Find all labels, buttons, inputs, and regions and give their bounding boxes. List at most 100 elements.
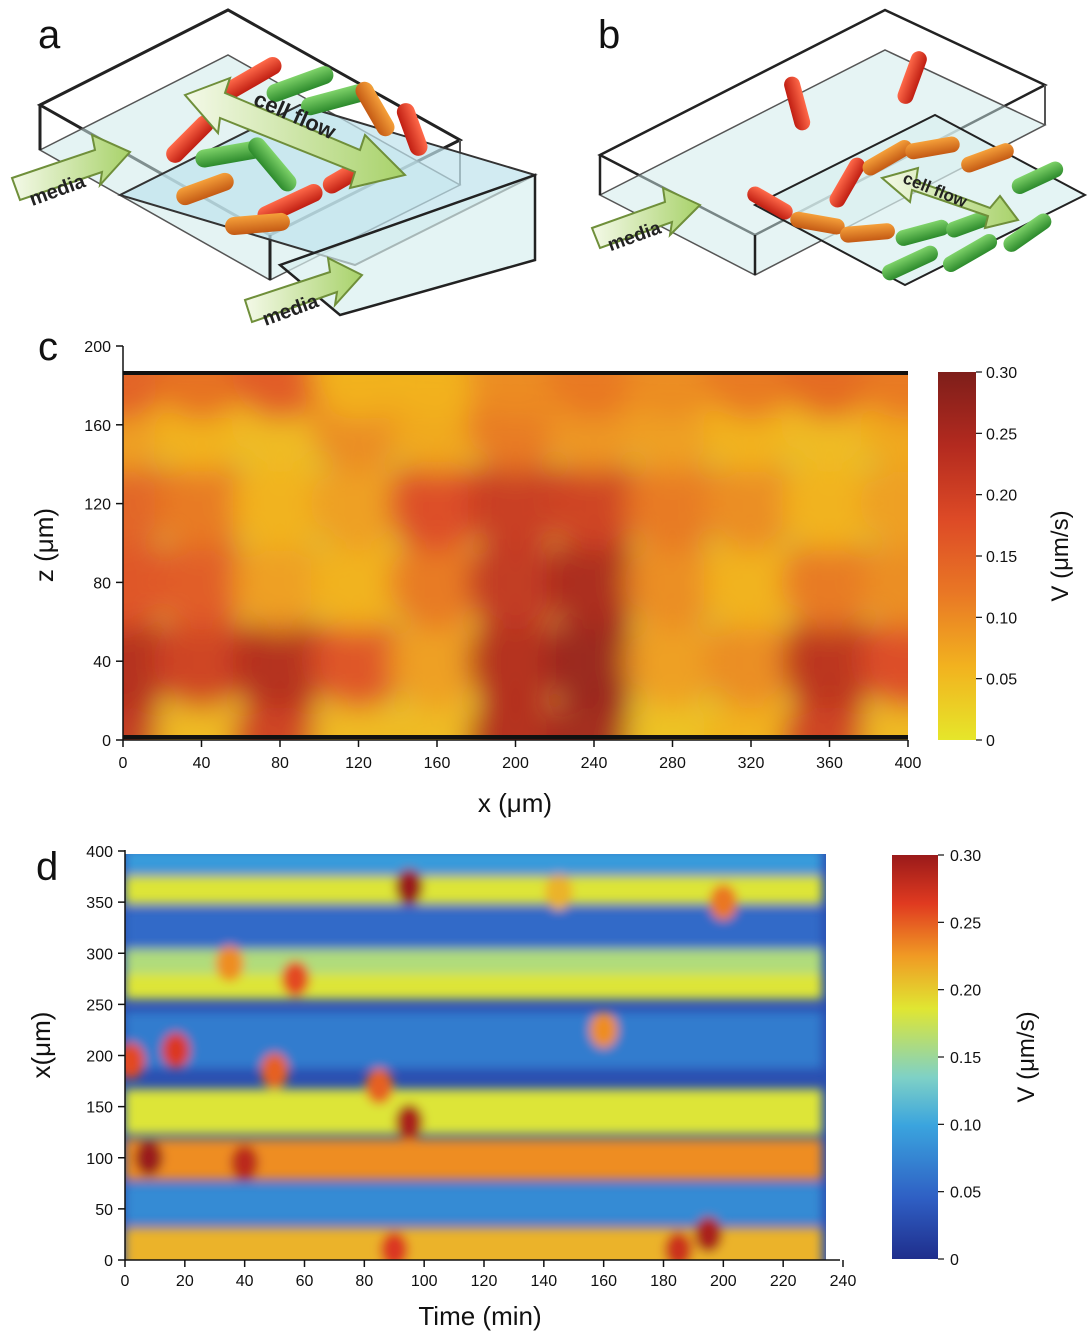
colorbar-tick-label: 0 xyxy=(986,733,995,750)
panel-d-x-label: Time (min) xyxy=(418,1301,541,1331)
heat-cell xyxy=(467,372,564,420)
y-tick-label: 50 xyxy=(95,1202,113,1219)
heat-band xyxy=(125,1183,823,1225)
heat-cell xyxy=(624,534,721,631)
heat-cell xyxy=(467,534,564,631)
y-tick-label: 40 xyxy=(93,654,111,671)
colorbar-tick-label: 0 xyxy=(950,1252,959,1269)
heat-hotspot xyxy=(664,1231,693,1260)
x-tick-label: 400 xyxy=(895,755,922,772)
heat-cell xyxy=(781,455,878,552)
panel-c-heatmap xyxy=(123,372,908,740)
panel-d-colorbar xyxy=(892,855,938,1259)
colorbar-tick-label: 0.05 xyxy=(986,672,1017,689)
x-tick-label: 280 xyxy=(659,755,686,772)
heat-cell xyxy=(546,372,642,420)
heat-cell xyxy=(703,455,799,552)
heat-cell xyxy=(310,372,407,420)
heat-cell xyxy=(624,613,721,710)
colorbar-tick-label: 0.20 xyxy=(986,488,1017,505)
heat-hotspot xyxy=(395,1103,424,1140)
y-tick-label: 160 xyxy=(84,418,111,435)
y-tick-label: 100 xyxy=(86,1151,113,1168)
heat-hotspot xyxy=(709,884,738,921)
heat-cell xyxy=(123,613,171,710)
heat-hotspot xyxy=(380,1231,409,1260)
colorbar-tick-label: 0.05 xyxy=(950,1185,981,1202)
x-tick-label: 120 xyxy=(471,1273,498,1290)
panel-d-colorbar-label: V (μm/s) xyxy=(1013,1011,1040,1102)
heat-cell xyxy=(153,692,250,740)
heat-band xyxy=(125,1011,823,1069)
panel-c: c 0 40 80 120 160 200 240 280 320 360 400 0 40 80 120 1… xyxy=(29,325,1074,818)
heat-cell xyxy=(310,613,407,710)
panel-a: a cell flow xyxy=(10,8,538,331)
colorbar-tick-label: 0.25 xyxy=(950,915,981,932)
heat-cell xyxy=(624,372,721,420)
heat-cell xyxy=(232,534,328,631)
panel-letter-d: d xyxy=(36,845,58,889)
panel-d: d 0 20 40 60 80 100 120 140 160 180 200 220 240 0 50 10… xyxy=(26,844,1040,1331)
colorbar-tick-label: 0.30 xyxy=(950,848,981,865)
heat-cell xyxy=(232,613,328,710)
heat-cell xyxy=(389,613,485,710)
heat-hotspot xyxy=(260,1052,289,1089)
heat-cell xyxy=(389,534,485,631)
panel-c-x-label: x (μm) xyxy=(478,788,552,818)
heat-hotspot xyxy=(694,1216,723,1253)
x-tick-label: 20 xyxy=(176,1273,194,1290)
x-tick-label: 180 xyxy=(650,1273,677,1290)
heat-hotspot xyxy=(281,960,310,997)
colorbar-tick-label: 0.20 xyxy=(950,983,981,1000)
heat-hotspot xyxy=(365,1068,394,1105)
panel-c-colorbar-label: V (μm/s) xyxy=(1047,510,1074,601)
y-tick-label: 0 xyxy=(104,1253,113,1270)
y-tick-label: 150 xyxy=(86,1100,113,1117)
panel-d-heatmap xyxy=(125,854,823,1260)
panel-letter-b: b xyxy=(598,13,620,57)
heat-cell xyxy=(153,613,250,710)
x-tick-label: 160 xyxy=(424,755,451,772)
heat-cell xyxy=(624,455,721,552)
y-tick-label: 400 xyxy=(86,844,113,861)
x-tick-label: 240 xyxy=(830,1273,857,1290)
heat-hotspot xyxy=(134,1139,163,1176)
heat-hotspot xyxy=(125,1042,145,1079)
heat-cell xyxy=(467,455,564,552)
heat-cell xyxy=(467,692,564,740)
heat-cell xyxy=(546,534,642,631)
heat-band xyxy=(125,854,823,874)
panel-c-ticks: 0 40 80 120 160 200 240 280 320 360 400 0 40 80 120 160… xyxy=(84,339,921,772)
x-tick-label: 40 xyxy=(236,1273,254,1290)
heat-band xyxy=(125,1139,823,1181)
heat-cell xyxy=(546,692,642,740)
x-tick-label: 80 xyxy=(355,1273,373,1290)
heat-band xyxy=(125,1089,823,1135)
colorbar-tick-label: 0.10 xyxy=(986,610,1017,627)
panel-a-cells xyxy=(166,56,428,236)
heat-cell xyxy=(310,534,407,631)
y-tick-label: 0 xyxy=(102,733,111,750)
heat-cell xyxy=(860,455,908,552)
heat-cell xyxy=(860,372,908,420)
heat-cell xyxy=(153,455,250,552)
heat-cell xyxy=(232,692,328,740)
heat-hotspot xyxy=(230,1144,259,1181)
heat-hotspot xyxy=(544,873,573,910)
colorbar-tick-label: 0.25 xyxy=(986,426,1017,443)
y-tick-label: 350 xyxy=(86,895,113,912)
heat-cell xyxy=(123,455,171,552)
x-tick-label: 360 xyxy=(816,755,843,772)
heat-cell xyxy=(389,372,485,420)
x-tick-label: 200 xyxy=(710,1273,737,1290)
heat-cell xyxy=(781,692,878,740)
heat-cell xyxy=(860,613,908,710)
x-tick-label: 240 xyxy=(581,755,608,772)
panel-d-y-label: x(μm) xyxy=(26,1012,56,1079)
colorbar-tick-label: 0.10 xyxy=(950,1117,981,1134)
panel-c-colorbar xyxy=(938,372,976,740)
heat-cell xyxy=(310,455,407,552)
heat-cell xyxy=(123,534,171,631)
panel-c-colorbar-ticks: 0 0.05 0.10 0.15 0.20 0.25 0.30 xyxy=(976,365,1017,750)
